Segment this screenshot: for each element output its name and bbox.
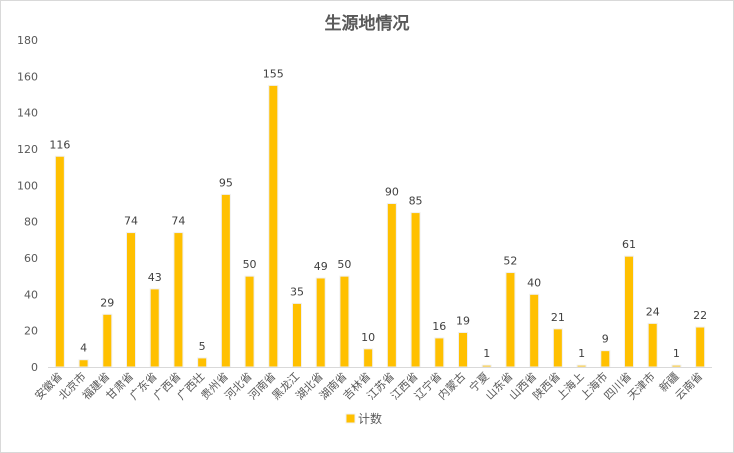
data-label: 52	[503, 255, 517, 268]
data-label: 29	[100, 296, 114, 309]
data-label: 24	[646, 305, 660, 318]
legend: 计数	[345, 411, 382, 426]
data-label: 1	[483, 347, 490, 360]
x-tick-label: 天津市	[625, 369, 658, 402]
bar	[647, 322, 658, 368]
data-label: 61	[622, 238, 636, 251]
data-label: 5	[199, 340, 206, 353]
data-label: 1	[578, 347, 585, 360]
x-tick-label: 云南省	[673, 370, 706, 403]
legend-label: 计数	[358, 411, 382, 426]
y-tick-label: 40	[24, 288, 38, 301]
data-label: 43	[148, 271, 162, 284]
bar	[244, 275, 255, 368]
data-label: 40	[527, 276, 541, 289]
data-label: 90	[385, 186, 399, 199]
bar	[458, 331, 468, 368]
y-axis-ticks: 0 20 40 60 80 100 120 140 160 180	[17, 34, 38, 374]
chart-title: 生源地情况	[325, 13, 410, 34]
data-label: 85	[409, 195, 423, 208]
y-tick-label: 20	[24, 325, 38, 338]
data-label: 50	[337, 258, 351, 271]
data-label: 21	[551, 311, 565, 324]
bar	[315, 277, 326, 368]
bar	[481, 364, 492, 368]
data-label: 1	[673, 347, 680, 360]
data-label: 10	[361, 331, 375, 344]
data-label: 4	[80, 342, 87, 355]
data-label: 74	[124, 215, 138, 228]
bar	[671, 364, 682, 368]
data-label: 19	[456, 314, 470, 327]
bar	[624, 255, 634, 368]
bar	[552, 328, 563, 368]
bar	[505, 272, 516, 368]
data-label: 116	[49, 138, 70, 151]
y-tick-label: 120	[17, 143, 38, 156]
data-label: 50	[243, 258, 257, 271]
bar	[197, 357, 208, 368]
data-label: 22	[693, 309, 707, 322]
bar	[576, 364, 587, 368]
bar	[363, 348, 374, 368]
y-tick-label: 60	[24, 252, 38, 265]
data-label: 49	[314, 260, 328, 273]
bar	[268, 84, 279, 368]
bar	[292, 302, 302, 368]
data-label: 16	[432, 320, 446, 333]
x-axis-ticks: 安徽省北京市福建省甘肃省广东省广西省广西壮贵州省河北省河南省黑龙江湖北省湖南省吉…	[32, 369, 706, 402]
y-tick-label: 0	[31, 361, 38, 374]
y-tick-label: 80	[24, 216, 38, 229]
bar	[410, 212, 421, 368]
bar	[173, 232, 184, 368]
data-label: 155	[263, 67, 284, 80]
bar	[102, 313, 113, 368]
legend-swatch	[345, 413, 356, 424]
y-tick-label: 140	[17, 107, 38, 120]
data-label: 9	[602, 333, 609, 346]
bar	[220, 193, 231, 368]
data-label: 74	[171, 215, 185, 228]
bar	[600, 350, 611, 368]
y-tick-label: 100	[17, 179, 38, 192]
bar	[695, 326, 706, 368]
bar	[126, 232, 136, 368]
bar	[149, 288, 160, 368]
y-tick-label: 180	[17, 34, 38, 47]
bar	[386, 203, 397, 368]
bars	[54, 84, 706, 368]
bar	[529, 293, 540, 368]
data-label: 95	[219, 176, 233, 189]
data-label: 35	[290, 285, 304, 298]
y-tick-label: 160	[17, 70, 38, 83]
x-tick-label: 内蒙古	[435, 369, 468, 402]
bar	[339, 275, 350, 368]
bar	[54, 155, 65, 368]
bar	[434, 337, 445, 368]
bar	[78, 359, 89, 368]
